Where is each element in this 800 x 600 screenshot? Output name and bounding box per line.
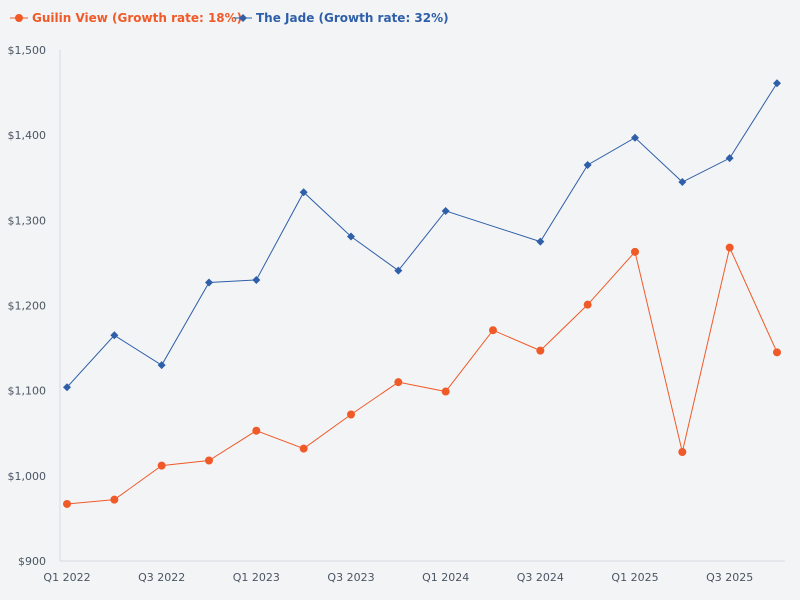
data-point[interactable] xyxy=(583,160,592,169)
y-tick-label: $1,200 xyxy=(8,300,47,313)
data-point[interactable] xyxy=(489,326,497,335)
data-point[interactable] xyxy=(299,444,308,453)
legend-item-1[interactable]: The Jade (Growth rate: 32%) xyxy=(234,11,449,25)
legend-diamond-marker-icon xyxy=(239,14,247,22)
data-point[interactable] xyxy=(394,378,403,387)
legend: Guilin View (Growth rate: 18%) The Jade (… xyxy=(10,11,449,25)
series-0 xyxy=(63,243,781,508)
data-point[interactable] xyxy=(441,387,450,396)
x-tick-label: Q3 2023 xyxy=(327,571,374,584)
data-point[interactable] xyxy=(631,247,639,256)
series-1 xyxy=(63,79,781,392)
x-tick-label: Q3 2024 xyxy=(517,571,564,584)
data-point[interactable] xyxy=(536,346,545,355)
data-point[interactable] xyxy=(205,456,213,465)
data-point[interactable] xyxy=(299,188,308,197)
data-point[interactable] xyxy=(394,266,403,275)
y-tick-label: $1,300 xyxy=(8,214,47,227)
data-point[interactable] xyxy=(678,178,687,187)
series-line xyxy=(66,246,778,505)
data-point[interactable] xyxy=(725,243,734,252)
x-tick-label: Q1 2022 xyxy=(43,571,90,584)
data-point[interactable] xyxy=(583,300,592,309)
legend-circle-marker-icon xyxy=(15,14,23,22)
y-tick-label: $1,100 xyxy=(8,385,47,398)
legend-label: The Jade (Growth rate: 32%) xyxy=(256,11,449,25)
data-point[interactable] xyxy=(678,447,687,456)
data-point[interactable] xyxy=(347,232,355,241)
data-point[interactable] xyxy=(252,426,261,435)
x-tick-label: Q3 2022 xyxy=(138,571,185,584)
x-tick-label: Q1 2024 xyxy=(422,571,469,584)
x-tick-label: Q3 2025 xyxy=(706,571,753,584)
series-layer xyxy=(63,79,781,508)
y-tick-label: $900 xyxy=(18,555,46,568)
data-point[interactable] xyxy=(63,383,71,392)
y-tick-label: $1,500 xyxy=(8,44,47,57)
data-point[interactable] xyxy=(347,410,355,419)
data-point[interactable] xyxy=(110,495,119,504)
data-point[interactable] xyxy=(725,154,734,163)
y-tick-label: $1,000 xyxy=(8,470,47,483)
series-line xyxy=(66,82,778,388)
x-tick-label: Q1 2025 xyxy=(611,571,658,584)
data-point[interactable] xyxy=(252,275,261,284)
data-point[interactable] xyxy=(205,278,213,287)
data-point[interactable] xyxy=(536,237,545,246)
legend-label: Guilin View (Growth rate: 18%) xyxy=(32,11,242,25)
data-point[interactable] xyxy=(63,499,71,508)
data-point[interactable] xyxy=(773,348,781,357)
data-point[interactable] xyxy=(157,361,166,370)
legend-item-0[interactable]: Guilin View (Growth rate: 18%) xyxy=(10,11,242,25)
data-point[interactable] xyxy=(157,461,166,470)
data-point[interactable] xyxy=(441,206,450,215)
data-point[interactable] xyxy=(110,331,119,340)
axes: $900 $1,000 $1,100 $1,200 $1,300 $1,400 $1,500… xyxy=(8,44,785,584)
x-tick-label: Q1 2023 xyxy=(233,571,280,584)
data-point[interactable] xyxy=(773,79,781,88)
data-point[interactable] xyxy=(631,133,639,142)
y-tick-label: $1,400 xyxy=(8,129,47,142)
